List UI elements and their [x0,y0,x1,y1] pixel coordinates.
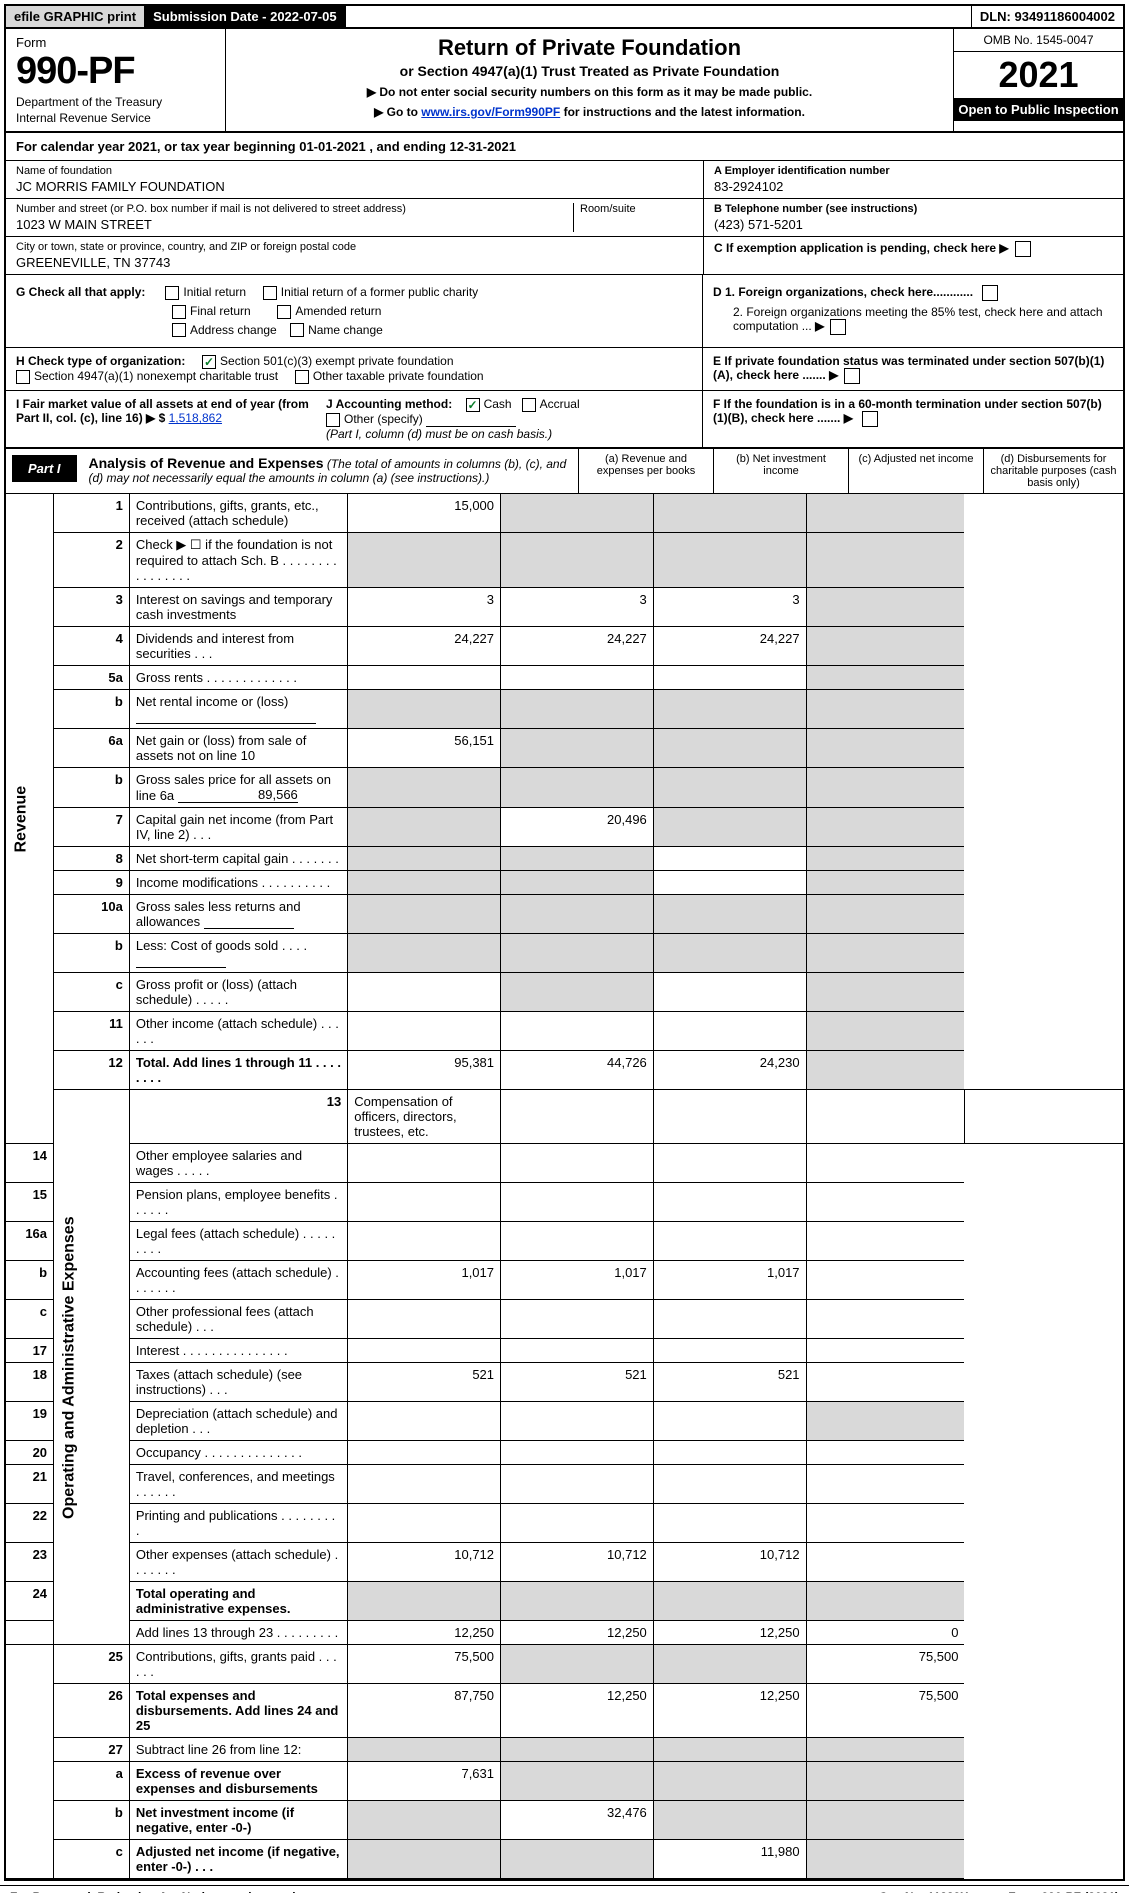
tax-year: 2021 [954,52,1123,98]
submission-date: Submission Date - 2022-07-05 [145,6,346,27]
room-label: Room/suite [580,203,693,215]
h-501c3-checkbox[interactable] [202,355,216,369]
col-b-header: (b) Net investment income [713,449,848,493]
city-state-zip: GREENEVILLE, TN 37743 [16,253,693,270]
city-label: City or town, state or province, country… [16,241,693,253]
col-a-header: (a) Revenue and expenses per books [578,449,713,493]
part1-header: Part I Analysis of Revenue and Expenses … [6,447,1123,494]
ein-label: A Employer identification number [714,165,1113,177]
page-footer: For Paperwork Reduction Act Notice, see … [0,1885,1129,1893]
footer-formref: Form 990-PF (2021) [1008,1890,1119,1893]
form-header: Form 990-PF Department of the Treasury I… [6,29,1123,133]
part1-title: Analysis of Revenue and Expenses [89,455,324,471]
g-name-change[interactable] [290,323,304,337]
instruction-2: ▶ Go to www.irs.gov/Form990PF for instru… [246,105,933,119]
j-label: J Accounting method: [326,397,452,411]
g-final-return[interactable] [172,305,186,319]
dept-treasury: Department of the Treasury [16,95,215,109]
fmv-value[interactable]: 1,518,862 [169,411,222,425]
col-d-header: (d) Disbursements for charitable purpose… [983,449,1123,493]
expenses-side-label: Operating and Administrative Expenses [54,1090,130,1645]
e-label: E If private foundation status was termi… [713,354,1104,382]
g-label: G Check all that apply: [16,285,145,299]
form-container: efile GRAPHIC print Submission Date - 20… [4,4,1125,1881]
h-other-taxable-checkbox[interactable] [295,370,309,384]
f-label: F If the foundation is in a 60-month ter… [713,397,1102,425]
identity-block: Name of foundation JC MORRIS FAMILY FOUN… [6,161,1123,275]
street-address: 1023 W MAIN STREET [16,215,573,232]
address-label: Number and street (or P.O. box number if… [16,203,573,215]
form-title: Return of Private Foundation [246,35,933,61]
name-label: Name of foundation [16,165,693,177]
open-to-public: Open to Public Inspection [954,98,1123,121]
h-4947-checkbox[interactable] [16,370,30,384]
c-checkbox[interactable] [1015,241,1031,257]
e-checkbox[interactable] [844,368,860,384]
g-address-change[interactable] [172,323,186,337]
form-subtitle: or Section 4947(a)(1) Trust Treated as P… [246,63,933,79]
part1-badge: Part I [12,455,77,482]
j-cash-checkbox[interactable] [466,398,480,412]
revenue-side-label: Revenue [6,494,54,1144]
j-accrual-checkbox[interactable] [522,398,536,412]
omb-number: OMB No. 1545-0047 [954,29,1123,52]
foundation-name: JC MORRIS FAMILY FOUNDATION [16,177,693,194]
g-initial-former[interactable] [263,286,277,300]
instruction-1: ▶ Do not enter social security numbers o… [246,85,933,99]
g-amended-return[interactable] [277,305,291,319]
form990pf-link[interactable]: www.irs.gov/Form990PF [421,105,560,119]
checks-block: G Check all that apply: Initial return I… [6,275,1123,348]
i-label: I Fair market value of all assets at end… [16,397,309,425]
d2-checkbox[interactable] [830,319,846,335]
topbar: efile GRAPHIC print Submission Date - 20… [6,6,1123,29]
col-c-header: (c) Adjusted net income [848,449,983,493]
d1-checkbox[interactable] [982,285,998,301]
d1-label: D 1. Foreign organizations, check here..… [713,285,973,299]
f-checkbox[interactable] [862,411,878,427]
efile-label[interactable]: efile GRAPHIC print [6,6,145,27]
h-label: H Check type of organization: [16,354,185,368]
j-other-checkbox[interactable] [326,413,340,427]
dln: DLN: 93491186004002 [971,6,1123,27]
form-number: 990-PF [16,50,215,93]
d2-label: 2. Foreign organizations meeting the 85%… [733,305,1103,333]
j-note: (Part I, column (d) must be on cash basi… [326,427,552,441]
form-label: Form [16,35,215,50]
c-label: C If exemption application is pending, c… [714,241,996,255]
footer-catno: Cat. No. 11289X [879,1890,968,1893]
g-initial-return[interactable] [165,286,179,300]
phone-value: (423) 571-5201 [714,215,1113,232]
footer-left: For Paperwork Reduction Act Notice, see … [10,1890,320,1893]
dept-irs: Internal Revenue Service [16,111,215,125]
calendar-year-line: For calendar year 2021, or tax year begi… [6,133,1123,161]
phone-label: B Telephone number (see instructions) [714,203,1113,215]
part1-table: Revenue 1 Contributions, gifts, grants, … [6,494,1123,1879]
ein-value: 83-2924102 [714,177,1113,194]
